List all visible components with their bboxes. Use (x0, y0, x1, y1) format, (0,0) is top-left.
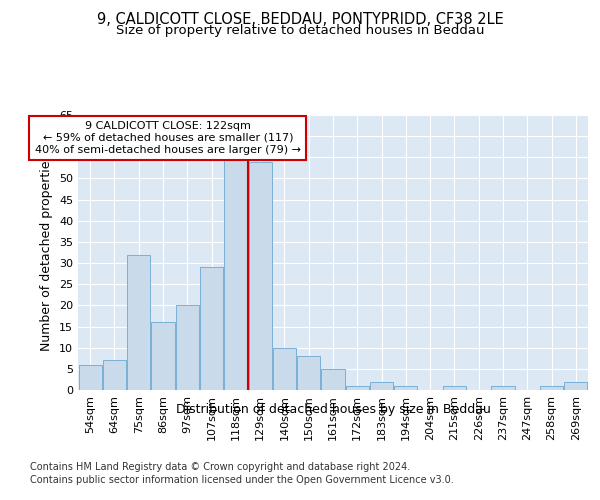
Bar (565, 382, 587, 390)
Bar (248, 162, 272, 390)
Text: Contains public sector information licensed under the Open Government Licence v3: Contains public sector information licen… (30, 475, 454, 485)
Bar (322, 369, 344, 390)
Bar (540, 386, 563, 390)
Bar (127, 254, 150, 390)
Bar (103, 360, 126, 390)
Text: Size of property relative to detached houses in Beddau: Size of property relative to detached ho… (116, 24, 484, 37)
Bar (443, 386, 466, 390)
Bar (346, 386, 369, 390)
Bar (151, 322, 175, 390)
Bar (200, 268, 223, 390)
Y-axis label: Number of detached properties: Number of detached properties (40, 154, 53, 351)
Bar (176, 306, 199, 390)
Bar (491, 386, 515, 390)
Text: 9 CALDICOTT CLOSE: 122sqm
← 59% of detached houses are smaller (117)
40% of semi: 9 CALDICOTT CLOSE: 122sqm ← 59% of detac… (35, 122, 301, 154)
Bar (394, 386, 418, 390)
Bar (224, 158, 247, 390)
Text: Contains HM Land Registry data © Crown copyright and database right 2024.: Contains HM Land Registry data © Crown c… (30, 462, 410, 472)
Bar (273, 348, 296, 390)
Text: Distribution of detached houses by size in Beddau: Distribution of detached houses by size … (176, 402, 490, 415)
Bar (297, 356, 320, 390)
Text: 9, CALDICOTT CLOSE, BEDDAU, PONTYPRIDD, CF38 2LE: 9, CALDICOTT CLOSE, BEDDAU, PONTYPRIDD, … (97, 12, 503, 28)
Bar (79, 364, 101, 390)
Bar (370, 382, 393, 390)
